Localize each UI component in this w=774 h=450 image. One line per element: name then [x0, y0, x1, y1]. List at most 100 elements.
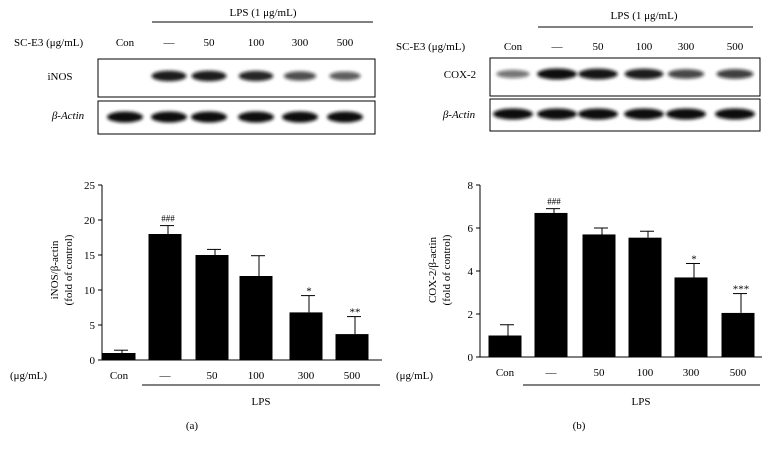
y-tick-label: 0: [90, 355, 96, 367]
panel-a-chart: iNOS/β-actin (fold of control) 0 5 10 15 20 2…: [10, 180, 382, 432]
blot-band: [624, 68, 664, 80]
y-tick-label: 0: [468, 352, 474, 364]
bar: [488, 335, 522, 357]
lane-label: 100: [636, 41, 653, 53]
lps-header: LPS (1 μg/mL): [610, 10, 677, 22]
blot-band: [283, 71, 317, 81]
blot-band: [578, 68, 618, 80]
blot-band: [329, 71, 361, 81]
blot-band: [151, 111, 187, 123]
x-tick-label: 100: [637, 367, 654, 379]
dose-row-label: SC-E3 (μg/mL): [396, 41, 465, 53]
lps-group-label: LPS: [632, 396, 651, 408]
y-tick-label: 6: [468, 223, 474, 235]
bar: [289, 312, 323, 360]
bar: [195, 255, 229, 360]
blot-row-label: β-Actin: [442, 109, 476, 121]
y-axis-label: COX-2/β-actin: [427, 236, 439, 303]
x-tick-label: —: [545, 367, 558, 379]
bar-chart: 0 5 10 15 20 25 Con ### — 50 100 * 300 ** 500: [84, 180, 382, 382]
blot-band: [537, 108, 577, 120]
lane-label: 300: [678, 41, 695, 53]
blot-band: [715, 108, 755, 120]
lane-labels: Con — 50 100 300 500: [116, 37, 354, 49]
blot-row-label: β-Actin: [51, 110, 85, 122]
bar-chart: 0 2 4 6 8 Con ### — 50 100 * 300 *** 500: [468, 180, 762, 379]
blot-row-label: iNOS: [47, 71, 72, 83]
significance-label: *: [691, 253, 697, 265]
x-tick-label: Con: [496, 367, 515, 379]
lane-label: 500: [727, 41, 744, 53]
y-tick-label: 10: [84, 285, 96, 297]
blot-band: [666, 108, 706, 120]
lane-label: Con: [504, 41, 523, 53]
y-axis-label: (fold of control): [441, 234, 453, 305]
bar: [239, 276, 273, 360]
x-unit-label: (μg/mL): [396, 370, 433, 382]
blot-bands: [107, 70, 363, 123]
blot-band: [624, 108, 664, 120]
blot-band: [238, 111, 274, 123]
lps-header: LPS (1 μg/mL): [229, 7, 296, 19]
y-axis-label: (fold of control): [63, 234, 75, 305]
blot-band: [496, 69, 530, 79]
bar: [721, 312, 755, 357]
y-tick-label: 8: [468, 180, 474, 192]
dose-row-label: SC-E3 (μg/mL): [14, 37, 83, 49]
significance-label: **: [350, 307, 361, 319]
y-tick-label: 15: [84, 250, 96, 262]
panel-b-chart: COX-2/β-actin (fold of control) 0 2 4 6 8 Con…: [396, 180, 762, 432]
blot-band: [151, 70, 187, 82]
y-tick-label: 5: [90, 320, 96, 332]
blot-band: [107, 111, 143, 123]
x-tick-label: 300: [683, 367, 700, 379]
y-tick-label: 2: [468, 309, 474, 321]
bar: [102, 353, 136, 360]
x-tick-label: 300: [298, 370, 315, 382]
lane-label: Con: [116, 37, 135, 49]
x-tick-label: 500: [344, 370, 361, 382]
bar: [628, 237, 662, 357]
blot-band: [191, 70, 227, 82]
bar: [534, 212, 568, 357]
panel-caption: (b): [573, 420, 586, 432]
blot-band: [493, 108, 533, 120]
blot-row-label: COX-2: [444, 69, 476, 81]
y-tick-label: 25: [84, 180, 96, 192]
x-tick-label: 100: [248, 370, 265, 382]
lane-label: 50: [204, 37, 216, 49]
x-tick-label: 50: [594, 367, 606, 379]
bar: [674, 277, 708, 357]
panel-caption: (a): [186, 420, 199, 432]
lane-label: 100: [248, 37, 265, 49]
blot-strip: [97, 58, 376, 98]
blot-band: [238, 70, 274, 82]
y-tick-label: 20: [84, 215, 96, 227]
blot-strip: [489, 57, 761, 97]
lane-label: —: [163, 37, 176, 49]
lane-label: 500: [337, 37, 354, 49]
blot-band: [716, 69, 754, 79]
x-tick-label: —: [159, 370, 172, 382]
x-unit-label: (μg/mL): [10, 370, 47, 382]
lane-labels: Con — 50 100 300 500: [504, 41, 744, 53]
blot-band: [578, 108, 618, 120]
x-tick-label: Con: [110, 370, 129, 382]
lane-label: —: [551, 41, 564, 53]
significance-label: ###: [161, 214, 175, 224]
lane-label: 300: [292, 37, 309, 49]
blot-bands: [493, 68, 755, 120]
bar: [582, 234, 616, 357]
x-tick-label: 500: [730, 367, 747, 379]
blot-band: [191, 111, 227, 123]
x-tick-label: 50: [207, 370, 219, 382]
y-tick-label: 4: [468, 266, 474, 278]
significance-label: *: [306, 286, 312, 298]
panel-a-blot: LPS (1 μg/mL) SC-E3 (μg/mL) Con — 50 100 300…: [14, 7, 376, 135]
blot-band: [327, 111, 363, 123]
bar: [148, 234, 182, 360]
panel-b-blot: LPS (1 μg/mL) SC-E3 (μg/mL) Con — 50 100 300…: [396, 10, 761, 132]
blot-band: [282, 111, 318, 123]
bar: [335, 334, 369, 360]
